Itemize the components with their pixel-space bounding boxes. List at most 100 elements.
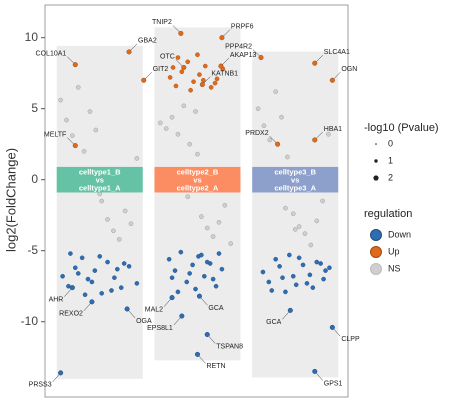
group-label: vs [193,175,201,184]
legend-label: Up [388,246,400,256]
point [184,279,190,285]
point [199,214,204,219]
labeled-point [204,331,210,338]
legend-key [370,263,382,275]
point [99,198,104,204]
group-label-box [56,166,143,193]
point [193,286,198,292]
point [302,231,308,236]
point [169,275,175,280]
point [185,59,191,65]
gene-label: OGN [341,66,357,73]
gene-label: GIT2 [153,66,169,73]
gene-label: PRDX2 [245,130,268,137]
gene-label: MELTF [44,131,66,138]
point [190,262,195,268]
point [255,106,261,111]
gene-label: MAL2 [145,306,163,313]
labeled-point [312,368,318,374]
point [285,154,290,160]
group-label-box [154,166,241,193]
labeled-point [58,370,64,376]
labeled-point [126,49,132,55]
point [109,288,114,293]
gene-label: GPS1 [324,380,343,387]
gene-label: COL10A1 [36,50,67,57]
gene-label: CLPP [341,336,360,343]
point [85,276,91,282]
labeled-point [194,351,201,357]
gene-label: AKAP13 [230,52,257,59]
point [273,256,278,262]
gene-label: HBA1 [324,126,342,133]
point [216,251,222,256]
gene-label: GCA [208,305,224,312]
gene-label: OTC [160,53,175,60]
bands [56,27,339,379]
size-key [374,159,378,163]
point [212,80,218,86]
point [219,266,225,272]
group-label: celltype2_B [177,167,219,176]
point [296,224,302,229]
point [214,76,220,82]
point [58,97,63,103]
point [269,288,275,293]
gene-label: SLC4A1 [324,49,350,56]
point [304,281,310,286]
point [89,279,95,285]
point [179,69,185,75]
point [169,114,175,120]
gene-label: PPP4R2 [225,43,252,50]
labeled-point [312,60,318,66]
legend-key [370,229,382,241]
labeled-point [89,299,95,305]
point [158,120,163,126]
point [75,85,81,90]
group-label: vs [96,175,104,184]
point [122,208,128,214]
point [290,211,296,217]
point [314,259,320,265]
y-tick-label: -5 [27,243,38,257]
group-label: celltype3_B [274,167,316,176]
point [99,291,104,296]
point [300,262,306,268]
point [267,137,273,143]
size-legend-title: -log10 (Pvalue) [364,122,439,134]
point [280,275,285,280]
labeled-point [275,141,281,147]
group-label: celltype1_A [79,183,121,192]
point [126,264,132,269]
labeled-point [179,313,185,319]
gene-label: TSPAN8 [216,343,243,350]
labeled-point [69,285,75,291]
gene-label: RETN [206,363,225,370]
point [308,242,314,248]
point [290,273,296,279]
point [75,271,81,276]
point [128,221,134,227]
gene-label: EPS8L1 [147,325,173,332]
point [82,292,88,298]
point [210,234,216,239]
point [307,272,313,278]
point [64,117,69,123]
point [326,131,331,137]
point [115,266,120,272]
labeled-point [169,295,175,301]
gene-label: TNIP2 [152,19,172,26]
legend-title: regulation [364,208,412,220]
point [112,275,117,280]
point [195,52,200,58]
group-label: celltype3_A [274,183,316,192]
point [204,259,210,265]
gene-label: PRSS3 [29,382,52,389]
labeled-point [124,306,130,312]
point [287,252,292,258]
point [170,65,176,70]
size-legend-label: 1 [388,155,393,165]
point [323,268,328,273]
point [167,75,173,80]
point [118,285,124,290]
